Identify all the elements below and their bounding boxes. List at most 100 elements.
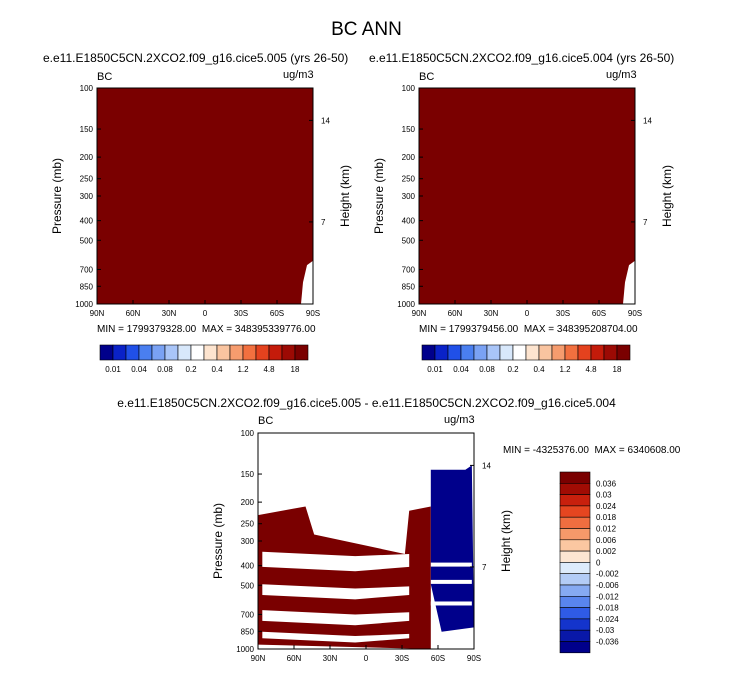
colorbar2-swatch	[603, 344, 618, 361]
colorbar1-swatch	[229, 344, 244, 361]
panel3-min-label: MIN = -4325376.00	[503, 445, 589, 456]
colorbar3-swatch	[559, 494, 591, 507]
panel1-units-label: ug/m3	[283, 69, 314, 81]
x-tick-label: 60N	[126, 309, 141, 318]
y-tick-label: 250	[241, 520, 255, 529]
colorbar3-label: 0.006	[596, 536, 617, 545]
panel3-max-label: MAX = 6340608.00	[594, 445, 681, 456]
y-axis-title: Pressure (mb)	[50, 158, 64, 234]
colorbar2-swatch	[616, 344, 631, 361]
panel2-title: e.e11.E1850C5CN.2XCO2.f09_g16.cice5.004 …	[369, 51, 675, 65]
panel2-min-label: MIN = 1799379456.00	[419, 324, 519, 335]
y-tick-label: 500	[241, 581, 255, 590]
panel1-min-label: MIN = 1799379328.00	[97, 324, 197, 335]
panel1-minmax: MIN = 1799379328.00 MAX = 348395339776.0…	[97, 325, 316, 335]
x-tick-label: 30N	[484, 309, 499, 318]
y2-axis-title: Height (km)	[660, 165, 674, 227]
colorbar1-label: 1.2	[237, 365, 249, 374]
panel2-minmax: MIN = 1799379456.00 MAX = 348395208704.0…	[419, 325, 638, 335]
x-tick-label: 60S	[431, 654, 445, 663]
colorbar2-label: 18	[613, 365, 622, 374]
colorbar2-swatch	[512, 344, 527, 361]
x-tick-label: 30N	[323, 654, 338, 663]
y-tick-label: 150	[80, 125, 94, 134]
colorbar2-swatch	[564, 344, 579, 361]
y2-tick-label: 14	[643, 116, 652, 125]
x-tick-label: 60N	[287, 654, 302, 663]
x-tick-label: 90N	[90, 309, 105, 318]
y-tick-label: 100	[241, 429, 255, 438]
panel2-units-label: ug/m3	[606, 69, 637, 81]
colorbar1-label: 0.4	[211, 365, 223, 374]
panel2-field	[419, 88, 635, 304]
y-tick-label: 1000	[236, 645, 254, 654]
colorbar2-swatch	[590, 344, 605, 361]
colorbar3-swatch	[559, 482, 591, 495]
colorbar3-swatch	[559, 595, 591, 608]
diff-negative-region	[430, 465, 474, 632]
colorbar1-swatch	[203, 344, 218, 361]
y-tick-label: 100	[402, 84, 416, 93]
x-tick-label: 90N	[412, 309, 427, 318]
y-tick-label: 700	[402, 265, 416, 274]
colorbar3-swatch	[559, 641, 591, 654]
y-tick-label: 300	[80, 192, 94, 201]
colorbar2-swatch	[473, 344, 488, 361]
y2-axis-title: Height (km)	[338, 165, 352, 227]
colorbar3-swatch	[559, 471, 591, 484]
colorbar3-label: 0	[596, 558, 601, 567]
y-tick-label: 200	[402, 153, 416, 162]
x-tick-label: 0	[364, 654, 369, 663]
colorbar1-swatch	[151, 344, 166, 361]
x-tick-label: 60S	[592, 309, 606, 318]
panel3-title: e.e11.E1850C5CN.2XCO2.f09_g16.cice5.005 …	[117, 396, 616, 410]
panel1-max-label: MAX = 348395339776.00	[201, 324, 316, 335]
colorbar1-swatch	[138, 344, 153, 361]
y-tick-label: 400	[241, 562, 255, 571]
colorbar3-label: -0.002	[596, 570, 619, 579]
y-tick-label: 700	[80, 265, 94, 274]
y-tick-label: 300	[241, 537, 255, 546]
y2-tick-label: 14	[321, 116, 330, 125]
y-axis-title: Pressure (mb)	[211, 503, 225, 579]
x-tick-label: 60S	[270, 309, 284, 318]
diff-zero-band	[262, 610, 410, 626]
y-tick-label: 200	[241, 498, 255, 507]
colorbar3-swatch	[559, 528, 591, 541]
colorbar2-swatch	[434, 344, 449, 361]
x-tick-label: 30S	[234, 309, 248, 318]
panel1-title: e.e11.E1850C5CN.2XCO2.f09_g16.cice5.005 …	[43, 51, 349, 65]
colorbar2-swatch	[421, 344, 436, 361]
colorbar2-label: 1.2	[559, 365, 571, 374]
colorbar2-swatch	[486, 344, 501, 361]
colorbar3-label: 0.036	[596, 479, 617, 488]
x-tick-label: 90S	[467, 654, 481, 663]
y-tick-label: 700	[241, 610, 255, 619]
y-tick-label: 500	[402, 236, 416, 245]
colorbar1-swatch	[242, 344, 257, 361]
y2-tick-label: 7	[321, 218, 326, 227]
colorbar1-swatch	[125, 344, 140, 361]
x-tick-label: 60N	[448, 309, 463, 318]
colorbar1-label: 0.2	[185, 365, 197, 374]
colorbar3-label: -0.024	[596, 615, 619, 624]
colorbar3-label: -0.03	[596, 626, 615, 635]
colorbar3-label: 0.018	[596, 513, 617, 522]
x-tick-label: 30N	[162, 309, 177, 318]
x-tick-label: 0	[525, 309, 530, 318]
y2-tick-label: 14	[482, 461, 491, 470]
colorbar3-swatch	[559, 629, 591, 642]
diff-positive-region	[258, 506, 431, 649]
colorbar1-label: 4.8	[263, 365, 275, 374]
colorbar2-swatch	[538, 344, 553, 361]
diff-blue-gap	[430, 601, 472, 606]
panel3-units-label: ug/m3	[444, 414, 475, 426]
diff-zero-band	[262, 584, 410, 600]
colorbar1-label: 0.04	[131, 365, 147, 374]
y-tick-label: 400	[80, 217, 94, 226]
y2-axis-title: Height (km)	[499, 510, 513, 572]
y-tick-label: 200	[80, 153, 94, 162]
colorbar3-swatch	[559, 584, 591, 597]
y-tick-label: 850	[402, 282, 416, 291]
